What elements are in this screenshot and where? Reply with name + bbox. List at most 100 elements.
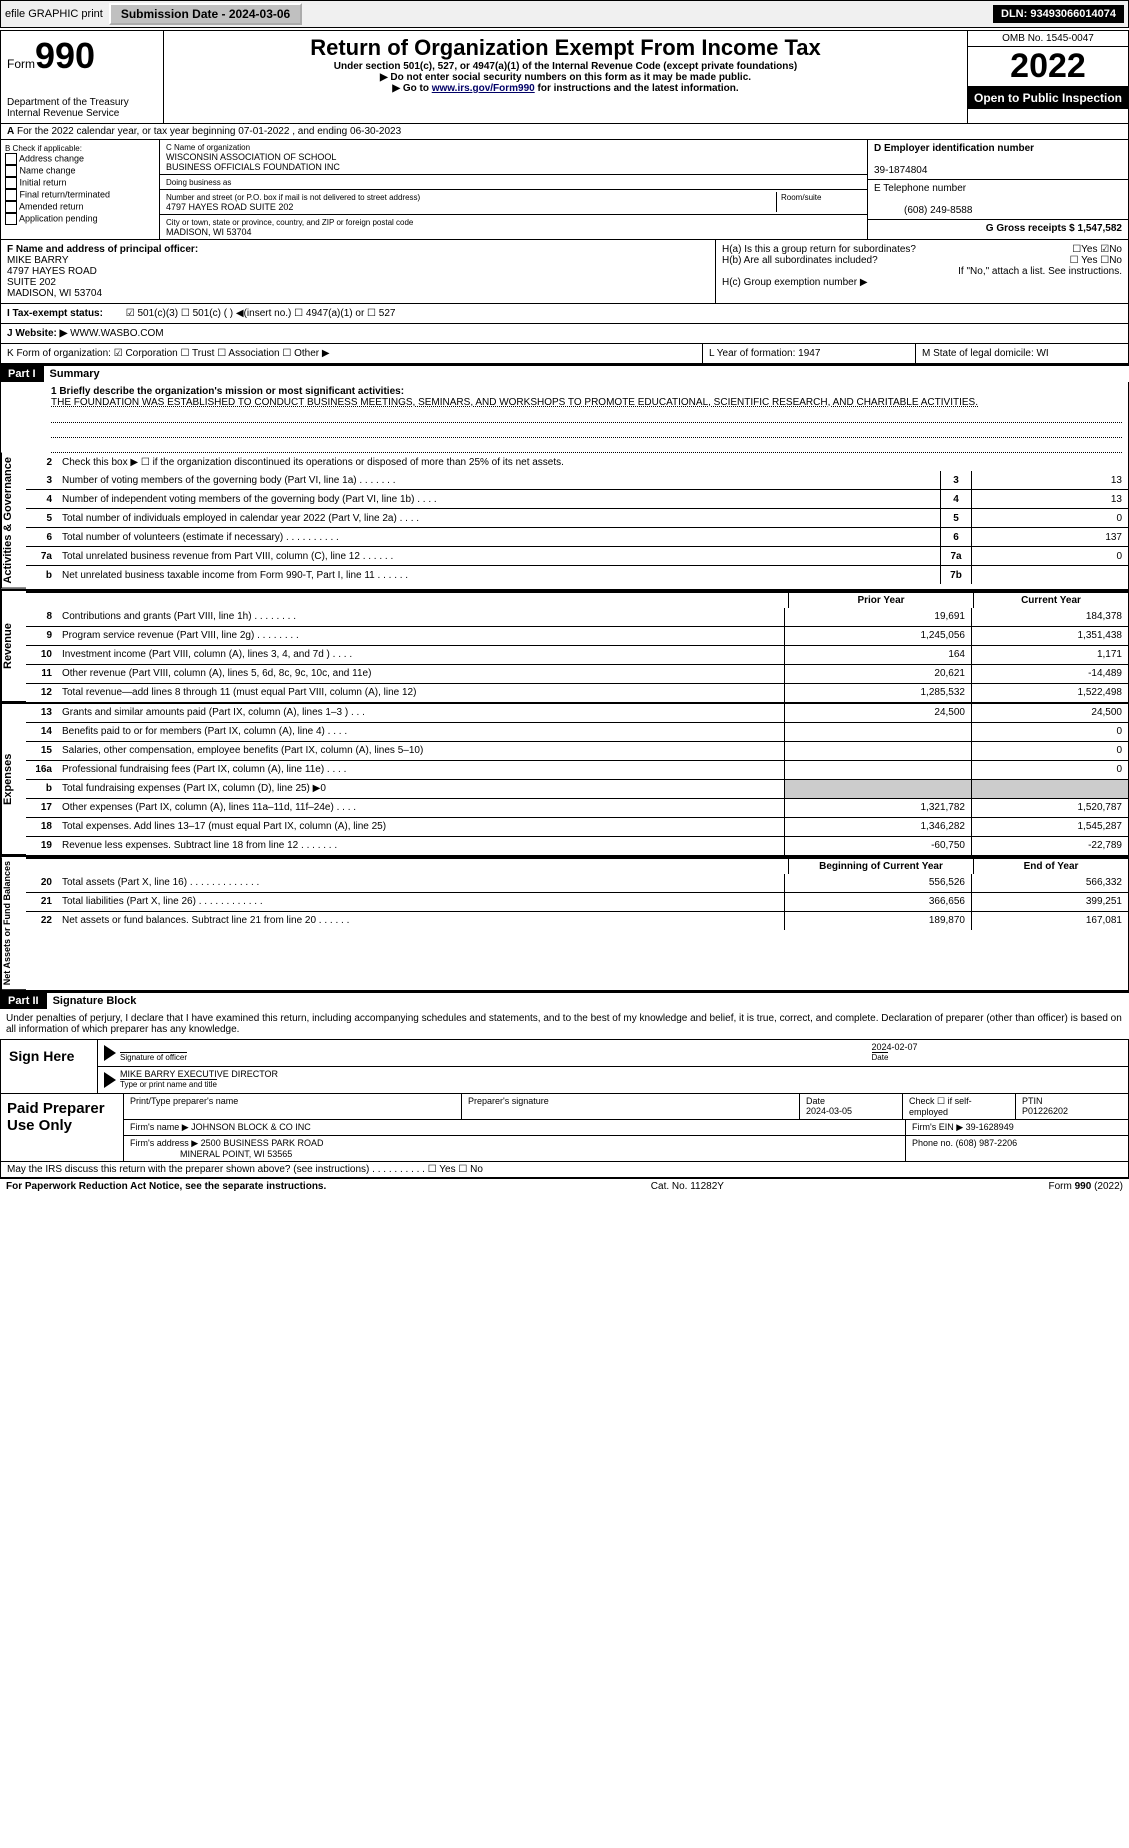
- row-i: I Tax-exempt status: ☑ 501(c)(3) ☐ 501(c…: [0, 304, 1129, 324]
- dept-text: Department of the Treasury Internal Reve…: [7, 97, 157, 119]
- col-prior: Prior Year: [788, 593, 973, 608]
- hb-label: H(b) Are all subordinates included?: [722, 255, 878, 266]
- sign-date: 2024-02-07: [872, 1042, 1123, 1052]
- col-beginning: Beginning of Current Year: [788, 859, 973, 874]
- table-row: 16aProfessional fundraising fees (Part I…: [26, 760, 1128, 779]
- row-k[interactable]: K Form of organization: ☑ Corporation ☐ …: [1, 344, 702, 363]
- part1-header: Part I Summary: [0, 364, 1129, 382]
- dba-label: Doing business as: [166, 178, 231, 187]
- efile-label: efile GRAPHIC print: [5, 8, 103, 20]
- officer-value: MIKE BARRY 4797 HAYES ROAD SUITE 202 MAD…: [7, 255, 102, 299]
- form-header: Form990 Department of the Treasury Inter…: [0, 30, 1129, 124]
- cb-pending[interactable]: Application pending: [5, 213, 155, 225]
- header-right: OMB No. 1545-0047 2022 Open to Public In…: [967, 31, 1128, 123]
- tax-status-opts[interactable]: ☑ 501(c)(3) ☐ 501(c) ( ) ◀(insert no.) ☐…: [106, 308, 396, 319]
- part2-label: Part II: [0, 993, 47, 1009]
- prep-self-emp[interactable]: Check ☐ if self-employed: [903, 1094, 1016, 1119]
- row-fh: F Name and address of principal officer:…: [0, 240, 1129, 304]
- firm-ein: 39-1628949: [966, 1122, 1014, 1132]
- side-exp: Expenses: [1, 704, 26, 855]
- row-a: A For the 2022 calendar year, or tax yea…: [0, 124, 1129, 140]
- website-label: J Website: ▶: [7, 328, 67, 339]
- table-row: 9Program service revenue (Part VIII, lin…: [26, 626, 1128, 645]
- mission-label: 1 Briefly describe the organization's mi…: [51, 386, 404, 397]
- form-sub2: ▶ Do not enter social security numbers o…: [168, 72, 963, 83]
- form-sub3: ▶ Go to www.irs.gov/Form990 for instruct…: [168, 83, 963, 94]
- table-row: bTotal fundraising expenses (Part IX, co…: [26, 779, 1128, 798]
- signer-name: MIKE BARRY EXECUTIVE DIRECTOR: [120, 1069, 1122, 1079]
- hb-note: If "No," attach a list. See instructions…: [722, 266, 1122, 277]
- dln-box: DLN: 93493066014074: [993, 5, 1124, 23]
- prep-name-hdr: Print/Type preparer's name: [124, 1094, 462, 1119]
- cb-initial[interactable]: Initial return: [5, 177, 155, 189]
- box-b: B Check if applicable: Address change Na…: [1, 140, 160, 239]
- city-label: City or town, state or province, country…: [166, 218, 413, 227]
- table-row: 17Other expenses (Part IX, column (A), l…: [26, 798, 1128, 817]
- row-l: L Year of formation: 1947: [702, 344, 915, 363]
- irs-link[interactable]: www.irs.gov/Form990: [432, 83, 535, 94]
- address-block: B Check if applicable: Address change Na…: [0, 140, 1129, 240]
- open-to-public: Open to Public Inspection: [968, 87, 1128, 109]
- row-a-text: For the 2022 calendar year, or tax year …: [17, 126, 401, 137]
- firm-name-label: Firm's name ▶: [130, 1122, 189, 1132]
- table-row: 21Total liabilities (Part X, line 26) . …: [26, 892, 1128, 911]
- cb-addr-change[interactable]: Address change: [5, 153, 155, 165]
- table-row: 22Net assets or fund balances. Subtract …: [26, 911, 1128, 930]
- table-row: 5Total number of individuals employed in…: [26, 508, 1128, 527]
- table-row: bNet unrelated business taxable income f…: [26, 565, 1128, 584]
- firm-phone-label: Phone no.: [912, 1138, 953, 1148]
- sign-grid: Sign Here Signature of officer 2024-02-0…: [0, 1040, 1129, 1093]
- ha-answer[interactable]: ☐Yes ☑No: [1072, 244, 1122, 255]
- firm-addr1: 2500 BUSINESS PARK ROAD: [201, 1138, 324, 1148]
- firm-addr2: MINERAL POINT, WI 53565: [180, 1149, 292, 1159]
- row-j: J Website: ▶ WWW.WASBO.COM: [0, 324, 1129, 344]
- table-row: 13Grants and similar amounts paid (Part …: [26, 704, 1128, 722]
- hb-answer[interactable]: ☐ Yes ☐No: [1070, 255, 1122, 266]
- declaration-text: Under penalties of perjury, I declare th…: [0, 1009, 1129, 1040]
- table-row: 15Salaries, other compensation, employee…: [26, 741, 1128, 760]
- ein-label: D Employer identification number: [874, 143, 1034, 154]
- firm-addr-label: Firm's address ▶: [130, 1138, 198, 1148]
- discuss-row[interactable]: May the IRS discuss this return with the…: [0, 1162, 1129, 1178]
- firm-name: JOHNSON BLOCK & CO INC: [191, 1122, 311, 1132]
- addr-label: Number and street (or P.O. box if mail i…: [166, 193, 420, 202]
- col-end: End of Year: [973, 859, 1128, 874]
- omb-number: OMB No. 1545-0047: [968, 31, 1128, 47]
- table-row: 10Investment income (Part VIII, column (…: [26, 645, 1128, 664]
- footer-cat: Cat. No. 11282Y: [651, 1181, 724, 1192]
- tax-year: 2022: [968, 47, 1128, 87]
- table-row: 4Number of independent voting members of…: [26, 489, 1128, 508]
- sign-here: Sign Here: [1, 1040, 98, 1093]
- submission-button[interactable]: Submission Date - 2024-03-06: [109, 3, 302, 25]
- row-m: M State of legal domicile: WI: [915, 344, 1128, 363]
- col-current: Current Year: [973, 593, 1128, 608]
- mission-text: THE FOUNDATION WAS ESTABLISHED TO CONDUC…: [51, 397, 978, 408]
- preparer-grid: Paid Preparer Use Only Print/Type prepar…: [0, 1093, 1129, 1162]
- prep-sig-hdr: Preparer's signature: [462, 1094, 800, 1119]
- netassets-section: Net Assets or Fund Balances Beginning of…: [1, 855, 1128, 990]
- part1-title: Summary: [44, 368, 100, 380]
- box-f: F Name and address of principal officer:…: [1, 240, 715, 303]
- org-name-label: C Name of organization: [166, 143, 250, 152]
- table-row: 18Total expenses. Add lines 13–17 (must …: [26, 817, 1128, 836]
- gross-receipts: G Gross receipts $ 1,547,582: [986, 223, 1122, 234]
- table-row: 8Contributions and grants (Part VIII, li…: [26, 608, 1128, 626]
- cb-name-change[interactable]: Name change: [5, 165, 155, 177]
- cb-final[interactable]: Final return/terminated: [5, 189, 155, 201]
- line2: Check this box ▶ ☐ if the organization d…: [58, 455, 1128, 470]
- cb-amended[interactable]: Amended return: [5, 201, 155, 213]
- city-state-zip: MADISON, WI 53704: [166, 227, 252, 237]
- firm-ein-label: Firm's EIN ▶: [912, 1122, 963, 1132]
- form-sub1: Under section 501(c), 527, or 4947(a)(1)…: [168, 61, 963, 72]
- table-row: 11Other revenue (Part VIII, column (A), …: [26, 664, 1128, 683]
- sub3-pre: ▶ Go to: [392, 83, 431, 94]
- org-name: WISCONSIN ASSOCIATION OF SCHOOL BUSINESS…: [166, 152, 340, 172]
- box-b-label: B Check if applicable:: [5, 144, 155, 153]
- preparer-left: Paid Preparer Use Only: [1, 1094, 124, 1161]
- row-klm: K Form of organization: ☑ Corporation ☐ …: [0, 344, 1129, 364]
- footer: For Paperwork Reduction Act Notice, see …: [0, 1178, 1129, 1194]
- expenses-section: Expenses 13Grants and similar amounts pa…: [1, 702, 1128, 855]
- prep-date-hdr: Date: [806, 1096, 825, 1106]
- side-ag: Activities & Governance: [1, 453, 26, 589]
- header-left: Form990 Department of the Treasury Inter…: [1, 31, 164, 123]
